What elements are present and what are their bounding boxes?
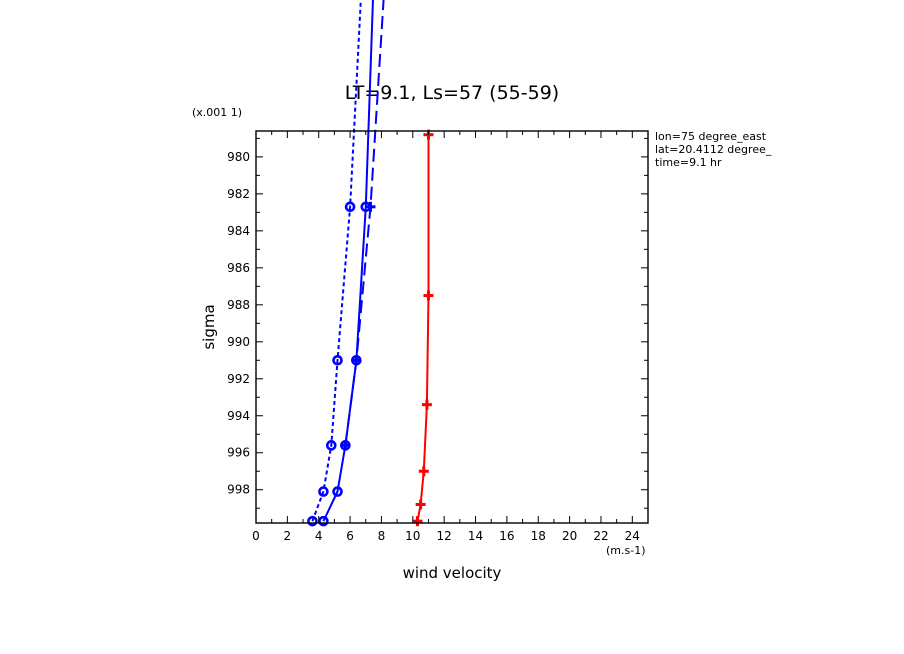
series-line-4: [416, 134, 430, 522]
x-unit-label: (m.s-1): [606, 544, 646, 557]
series-marker-plus: [340, 440, 351, 451]
info-line-time: time=9.1 hr: [655, 156, 722, 169]
x-tick-label: 2: [284, 529, 292, 543]
x-tick-label: 8: [378, 529, 386, 543]
series-marker-circle: [318, 486, 329, 497]
y-tick-label: 980: [227, 150, 250, 164]
x-tick-label: 14: [468, 529, 483, 543]
info-line-lon: lon=75 degree_east: [655, 130, 767, 143]
x-tick-label: 24: [625, 529, 640, 543]
plot-frame: [255, 130, 649, 524]
y-axis-title: sigma: [200, 304, 218, 349]
series-line-1: [311, 0, 362, 522]
marker-layer: [307, 129, 434, 527]
x-tick-label: 16: [499, 529, 514, 543]
y-tick-label: 990: [227, 335, 250, 349]
y-tick-label: 986: [227, 261, 250, 275]
y-scale-label: (x.001 1): [192, 106, 242, 119]
x-tick-label: 12: [437, 529, 452, 543]
series-marker-plus: [418, 466, 429, 477]
series-marker-plus: [421, 399, 432, 410]
y-tick-label: 992: [227, 372, 250, 386]
y-tick-label: 982: [227, 187, 250, 201]
series-marker-plus: [365, 201, 376, 212]
info-line-lat: lat=20.4112 degree_: [655, 143, 772, 156]
series-marker-plus: [351, 355, 362, 366]
x-tick-label: 18: [531, 529, 546, 543]
series-marker-circle: [325, 440, 337, 451]
y-tick-label: 984: [227, 224, 250, 238]
x-tick-label: 6: [346, 529, 354, 543]
y-tick-label: 988: [227, 298, 250, 312]
series-marker-circle: [332, 354, 343, 366]
x-tick-label: 10: [405, 529, 420, 543]
series-line-3: [344, 0, 385, 446]
series-marker-circle: [332, 486, 343, 497]
tick-layer: 0 2 4 6 8 10 12 14 16 18 20 22 249809829849869889909…: [227, 131, 648, 543]
y-tick-label: 994: [227, 409, 250, 423]
chart-title: LT=9.1, Ls=57 (55-59): [345, 82, 559, 104]
x-tick-label: 4: [315, 529, 323, 543]
y-tick-label: 996: [227, 446, 250, 460]
series-marker-plus: [412, 516, 423, 527]
series-marker-circle: [344, 201, 356, 213]
x-tick-label: 22: [593, 529, 608, 543]
series-marker-circle: [318, 515, 329, 527]
x-tick-label: 0: [252, 529, 260, 543]
x-tick-label: 20: [562, 529, 577, 543]
series-marker-plus: [423, 290, 434, 301]
series-marker-plus: [415, 499, 426, 510]
x-axis-title: wind velocity: [403, 564, 502, 582]
y-tick-label: 998: [227, 483, 250, 497]
series-marker-circle: [307, 515, 318, 527]
